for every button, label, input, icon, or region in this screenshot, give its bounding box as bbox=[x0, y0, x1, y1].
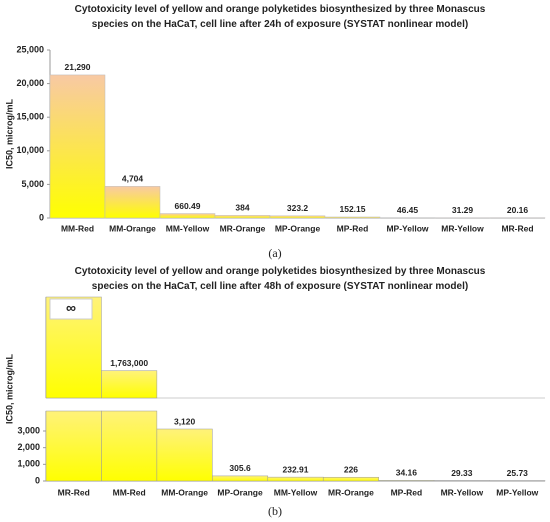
chart-title-box: Cytotoxicity level of yellow and orange … bbox=[74, 266, 486, 292]
value-label: 1,763,000 bbox=[110, 358, 148, 368]
value-label: 226 bbox=[344, 464, 358, 474]
bar bbox=[267, 476, 324, 482]
y-tick-label: 5,000 bbox=[21, 179, 44, 189]
bar bbox=[104, 186, 161, 219]
chart-title-box: Cytotoxicity level of yellow and orange … bbox=[74, 4, 486, 30]
x-tick-label: MP-Orange bbox=[275, 223, 321, 233]
value-label: 46.45 bbox=[397, 205, 419, 215]
x-tick-label: MP-Yellow bbox=[496, 487, 538, 497]
chart-title: Cytotoxicity level of yellow and orange … bbox=[74, 266, 486, 292]
value-label: 34.16 bbox=[396, 468, 418, 478]
value-label: ∞ bbox=[66, 300, 76, 316]
x-tick-label: MM-Orange bbox=[161, 487, 208, 497]
x-tick-label: MR-Yellow bbox=[441, 223, 484, 233]
y-tick-label: 15,000 bbox=[16, 112, 44, 122]
chart-title: Cytotoxicity level of yellow and orange … bbox=[74, 4, 486, 30]
bar bbox=[322, 476, 379, 482]
label-box bbox=[49, 298, 93, 320]
value-label: 21,290 bbox=[65, 62, 91, 72]
x-tick-label: MR-Red bbox=[58, 487, 90, 497]
bar bbox=[159, 213, 216, 219]
y-tick-label: 2,000 bbox=[17, 442, 40, 452]
value-label: 660.49 bbox=[175, 201, 201, 211]
value-label: 323.2 bbox=[287, 203, 309, 213]
x-tick-label: MP-Yellow bbox=[386, 223, 428, 233]
y-tick-label: 0 bbox=[35, 475, 40, 485]
value-label: 152.15 bbox=[340, 204, 366, 214]
x-tick-label: MM-Yellow bbox=[166, 223, 210, 233]
x-tick-label: MR-Yellow bbox=[441, 487, 484, 497]
bar bbox=[214, 215, 271, 219]
value-label: 31.29 bbox=[452, 205, 474, 215]
x-tick-label: MP-Orange bbox=[217, 487, 263, 497]
x-tick-label: MP-Red bbox=[391, 487, 423, 497]
y-axis-label: IC50, microg/mL bbox=[4, 98, 14, 169]
x-tick-label: MR-Orange bbox=[220, 223, 266, 233]
bar bbox=[212, 475, 269, 482]
y-tick-label: 0 bbox=[39, 212, 44, 222]
bar-upper bbox=[101, 370, 158, 399]
y-tick-label: 10,000 bbox=[16, 145, 44, 155]
x-tick-label: MM-Red bbox=[113, 487, 146, 497]
value-label: 4,704 bbox=[122, 174, 144, 184]
y-tick-label: 20,000 bbox=[16, 78, 44, 88]
value-label: 29.33 bbox=[451, 468, 473, 478]
bar bbox=[49, 74, 106, 219]
value-label: 25.73 bbox=[507, 468, 529, 478]
bar bbox=[45, 410, 102, 482]
caption: (a) bbox=[268, 246, 281, 260]
y-axis-label: IC50, microg/mL bbox=[4, 353, 14, 424]
y-tick-label: 1,000 bbox=[17, 459, 40, 469]
x-tick-label: MR-Red bbox=[501, 223, 533, 233]
x-tick-label: MM-Orange bbox=[109, 223, 156, 233]
y-tick-label: 3,000 bbox=[17, 425, 40, 435]
x-tick-label: MM-Yellow bbox=[274, 487, 318, 497]
value-label: 20.16 bbox=[507, 205, 529, 215]
bar bbox=[101, 410, 158, 482]
x-tick-label: MR-Orange bbox=[328, 487, 374, 497]
x-tick-label: MP-Red bbox=[337, 223, 369, 233]
value-label: 384 bbox=[235, 203, 249, 213]
x-tick-label: MM-Red bbox=[61, 223, 94, 233]
bar bbox=[324, 216, 381, 219]
bar bbox=[156, 428, 213, 482]
value-label: 305.6 bbox=[229, 463, 251, 473]
value-label: 3,120 bbox=[174, 416, 196, 426]
value-label: 232.91 bbox=[283, 464, 309, 474]
y-tick-label: 25,000 bbox=[16, 44, 44, 54]
caption: (b) bbox=[268, 504, 282, 518]
bar bbox=[269, 215, 326, 219]
bar bbox=[378, 480, 435, 482]
